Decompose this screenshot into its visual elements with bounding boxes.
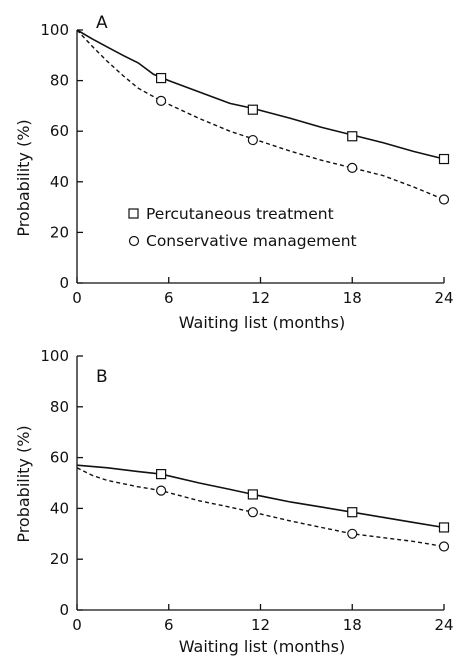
markers-a — [156, 72, 450, 205]
y-tick-label: 40 — [50, 173, 69, 191]
y-tick-label: 0 — [59, 601, 69, 619]
data-point-conservative — [156, 485, 167, 496]
y-tick-label: 60 — [50, 122, 69, 140]
series-line-conservative — [76, 29, 445, 201]
x-axis-label-a: Waiting list (months) — [179, 313, 345, 332]
data-point-conservative — [438, 194, 450, 205]
y-tick-label: 80 — [50, 72, 69, 90]
series-line-conservative — [76, 467, 445, 548]
x-tick-label: 6 — [164, 616, 174, 634]
legend: Percutaneous treatment Conservative mana… — [128, 205, 357, 250]
chart-panel-a: A Probability (%) Waiting list (months) … — [14, 13, 454, 332]
x-tick-label: 12 — [251, 616, 270, 634]
y-tick-label: 40 — [50, 499, 69, 517]
data-point-percutaneous — [247, 104, 258, 115]
data-point-conservative — [347, 528, 358, 539]
x-tick-label: 24 — [434, 289, 453, 307]
data-point-percutaneous — [156, 469, 167, 480]
axes-b: 0 20 40 60 80 100 0 6 12 18 24 — [40, 347, 453, 634]
y-tick-label: 100 — [40, 347, 69, 365]
legend-label-conservative: Conservative management — [146, 232, 357, 250]
y-tick-label: 80 — [50, 398, 69, 416]
y-tick-label: 20 — [50, 550, 69, 568]
y-axis-label-a: Probability (%) — [14, 119, 33, 236]
data-point-percutaneous — [247, 489, 258, 500]
x-tick-label: 24 — [434, 616, 453, 634]
series-line-percutaneous — [76, 29, 445, 160]
data-point-percutaneous — [347, 131, 358, 142]
x-tick-label: 0 — [72, 289, 82, 307]
x-tick-label: 6 — [164, 289, 174, 307]
data-point-conservative — [156, 95, 167, 106]
x-tick-label: 0 — [72, 616, 82, 634]
x-tick-label: 18 — [343, 289, 362, 307]
data-point-conservative — [347, 162, 358, 173]
curves-b — [76, 464, 445, 548]
data-point-percutaneous — [347, 507, 358, 518]
x-axis-label-b: Waiting list (months) — [179, 637, 345, 656]
data-point-conservative — [247, 507, 258, 518]
data-point-percutaneous — [438, 153, 450, 165]
data-point-percutaneous — [438, 522, 450, 533]
markers-b — [156, 469, 450, 552]
panel-letter-a: A — [96, 13, 108, 33]
data-point-percutaneous — [156, 72, 167, 84]
y-tick-label: 100 — [40, 21, 69, 39]
y-tick-label: 60 — [50, 449, 69, 467]
chart-panel-b: B Probability (%) Waiting list (months) … — [14, 347, 454, 656]
data-point-conservative — [247, 134, 258, 146]
axes-a: 0 20 40 60 80 100 0 6 12 18 24 — [40, 21, 453, 307]
x-tick-label: 12 — [251, 289, 270, 307]
y-tick-label: 0 — [59, 274, 69, 292]
legend-label-percutaneous: Percutaneous treatment — [146, 205, 334, 223]
curves-a — [76, 29, 445, 201]
data-point-conservative — [438, 541, 450, 552]
series-line-percutaneous — [76, 464, 445, 529]
panel-letter-b: B — [96, 367, 108, 387]
x-tick-label: 18 — [343, 616, 362, 634]
y-axis-label-b: Probability (%) — [14, 425, 33, 542]
legend-square-marker — [128, 208, 139, 219]
y-tick-label: 20 — [50, 223, 69, 241]
legend-circle-marker — [128, 235, 140, 247]
